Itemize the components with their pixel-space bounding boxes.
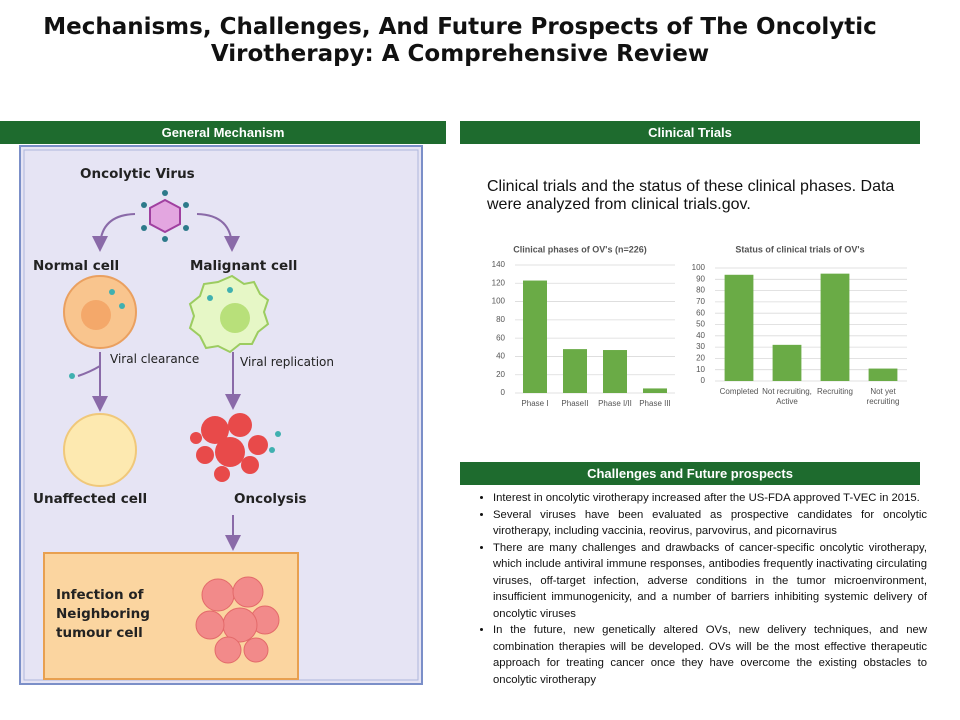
x-tick-label: Not recruiting, Active bbox=[762, 387, 812, 406]
chart-title: Status of clinical trials of OV's bbox=[735, 244, 864, 254]
bullet: In the future, new genetically altered O… bbox=[493, 622, 927, 688]
y-tick-label: 120 bbox=[492, 278, 506, 287]
bar bbox=[868, 368, 898, 381]
x-tick-label: Recruiting bbox=[816, 387, 853, 396]
bar bbox=[643, 388, 667, 393]
y-tick-label: 30 bbox=[696, 342, 705, 351]
y-tick-label: 80 bbox=[696, 286, 705, 295]
x-tick-label: Phase I/II bbox=[598, 399, 632, 408]
y-tick-label: 100 bbox=[492, 297, 506, 306]
label: Normal cell bbox=[33, 258, 119, 274]
y-tick-label: 60 bbox=[696, 308, 705, 317]
caption: Clinical trials and the status of these … bbox=[487, 178, 895, 213]
y-tick-label: 20 bbox=[696, 354, 705, 363]
poster-title: Mechanisms, Challenges, And Future Prosp… bbox=[43, 14, 877, 67]
bar-chart: Status of clinical trials of OV's 0 10 20 30… bbox=[692, 244, 907, 406]
bullet: Several viruses have been evaluated as p… bbox=[493, 507, 927, 540]
mechanism-diagram: Oncolytic Virus Normal cell Malignant ce… bbox=[19, 145, 423, 685]
label: Viral clearance bbox=[110, 352, 199, 366]
y-tick-label: 40 bbox=[696, 331, 705, 340]
y-tick-label: 0 bbox=[701, 376, 706, 385]
bar-chart: Clinical phases of OV's (n=226) 0 20 40 60 80… bbox=[492, 244, 675, 408]
label: Malignant cell bbox=[190, 258, 297, 274]
x-tick-label: Phase I bbox=[521, 399, 549, 408]
x-tick-label: Phase III bbox=[639, 399, 671, 408]
label: Infection of Neighboring tumour cell bbox=[56, 587, 150, 641]
label: Viral replication bbox=[240, 355, 334, 369]
bullet: There are many challenges and drawbacks … bbox=[493, 540, 927, 623]
y-tick-label: 90 bbox=[696, 274, 705, 283]
bar bbox=[820, 273, 850, 381]
y-tick-label: 0 bbox=[501, 388, 506, 397]
y-tick-label: 70 bbox=[696, 297, 705, 306]
chart-title: Clinical phases of OV's (n=226) bbox=[513, 244, 646, 254]
y-tick-label: 20 bbox=[496, 370, 505, 379]
bar bbox=[724, 274, 754, 381]
y-tick-label: 50 bbox=[696, 320, 705, 329]
y-tick-label: 100 bbox=[692, 263, 706, 272]
bullet-list: Interest in oncolytic virotherapy increa… bbox=[478, 490, 927, 688]
section-heading: Clinical Trials bbox=[460, 121, 920, 144]
bar bbox=[772, 344, 802, 381]
bullet: Interest in oncolytic virotherapy increa… bbox=[493, 490, 927, 507]
section-heading: Challenges and Future prospects bbox=[460, 462, 920, 485]
bar bbox=[563, 349, 587, 393]
label: Oncolytic Virus bbox=[80, 166, 195, 182]
bar bbox=[603, 350, 627, 393]
y-tick-label: 60 bbox=[496, 333, 505, 342]
label: Oncolysis bbox=[234, 491, 307, 507]
y-tick-label: 80 bbox=[496, 315, 505, 324]
y-tick-label: 140 bbox=[492, 260, 506, 269]
section-heading: General Mechanism bbox=[0, 121, 446, 144]
label: Unaffected cell bbox=[33, 491, 147, 507]
x-tick-label: Completed bbox=[719, 387, 759, 396]
y-tick-label: 40 bbox=[496, 352, 505, 361]
x-tick-label: Not yet recruiting bbox=[866, 387, 900, 406]
y-tick-label: 10 bbox=[696, 365, 705, 374]
x-tick-label: PhaseII bbox=[561, 399, 589, 408]
bar bbox=[523, 280, 547, 393]
